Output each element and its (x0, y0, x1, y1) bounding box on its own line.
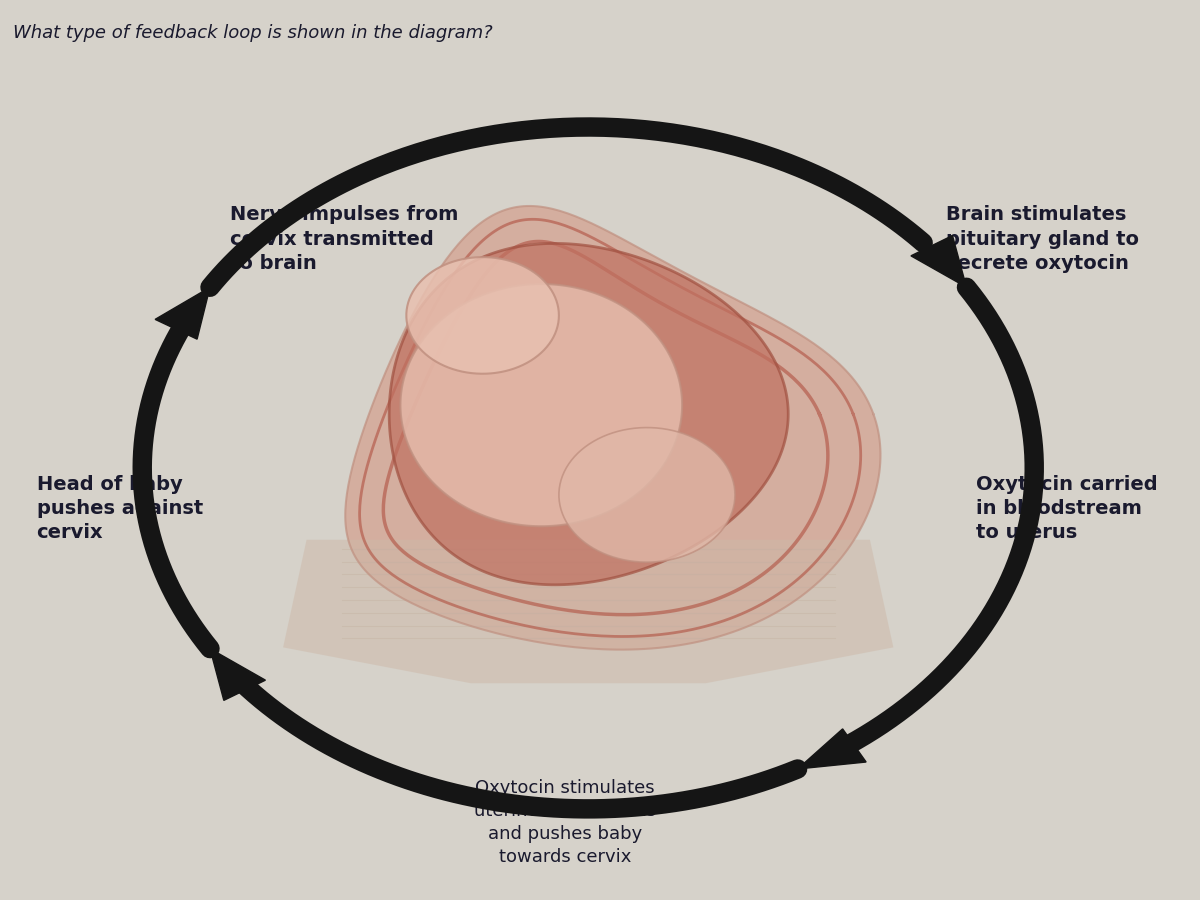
Polygon shape (155, 287, 210, 339)
Text: Oxytocin stimulates
uterine contractions
and pushes baby
towards cervix: Oxytocin stimulates uterine contractions… (474, 779, 655, 866)
Polygon shape (911, 236, 966, 287)
Polygon shape (283, 540, 893, 683)
Polygon shape (559, 428, 734, 562)
Polygon shape (389, 243, 788, 585)
Text: Head of baby
pushes against
cervix: Head of baby pushes against cervix (36, 474, 203, 542)
Text: Brain stimulates
pituitary gland to
secrete oxytocin: Brain stimulates pituitary gland to secr… (947, 205, 1139, 273)
Polygon shape (407, 257, 559, 374)
Polygon shape (210, 649, 265, 700)
Polygon shape (798, 729, 866, 769)
Text: What type of feedback loop is shown in the diagram?: What type of feedback loop is shown in t… (13, 23, 493, 41)
Text: Nerve impulses from
cervix transmitted
to brain: Nerve impulses from cervix transmitted t… (230, 205, 458, 273)
Polygon shape (346, 206, 881, 650)
Text: Oxytocin carried
in bloodstream
to uterus: Oxytocin carried in bloodstream to uteru… (976, 474, 1157, 542)
Polygon shape (401, 284, 682, 526)
